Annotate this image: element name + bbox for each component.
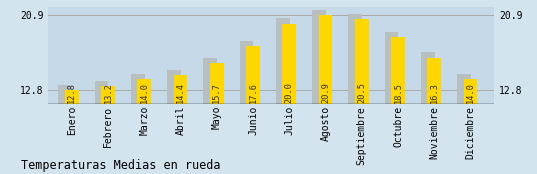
Text: 14.0: 14.0 [466,82,475,103]
Bar [457,74,471,104]
Bar [421,53,434,104]
Text: 18.5: 18.5 [394,82,403,103]
Text: 13.2: 13.2 [104,82,113,103]
Text: 17.6: 17.6 [249,82,258,103]
Bar [282,23,296,104]
Bar [384,32,398,104]
Bar [463,79,477,104]
Text: 12.8: 12.8 [67,82,76,103]
Bar [65,90,79,104]
Bar [318,15,332,104]
Text: 20.9: 20.9 [321,82,330,103]
Bar [167,70,181,104]
Bar [246,46,260,104]
Bar [427,58,441,104]
Bar [101,86,115,104]
Bar [240,41,253,104]
Bar [173,75,187,104]
Bar [59,85,72,104]
Bar [95,81,108,104]
Bar [204,58,217,104]
Text: Temperaturas Medias en rueda: Temperaturas Medias en rueda [21,159,221,172]
Bar [355,19,369,104]
Text: 15.7: 15.7 [212,82,221,103]
Bar [137,79,151,104]
Bar [312,10,326,104]
Text: 14.0: 14.0 [140,82,149,103]
Text: 14.4: 14.4 [176,82,185,103]
Bar [349,14,362,104]
Bar [131,74,144,104]
Bar [276,18,289,104]
Text: 20.5: 20.5 [357,82,366,103]
Bar [210,63,224,104]
Bar [391,37,405,104]
Text: 20.0: 20.0 [285,82,294,103]
Text: 16.3: 16.3 [430,82,439,103]
